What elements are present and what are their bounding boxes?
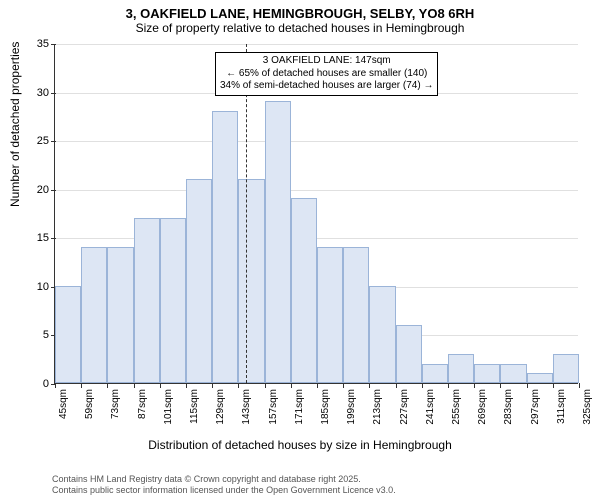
x-tick: 115sqm [189, 389, 200, 424]
x-tick-mark [317, 383, 318, 388]
y-tick: 0 [43, 378, 55, 390]
x-tick: 311sqm [556, 389, 567, 424]
x-tick: 73sqm [110, 389, 121, 419]
footer-attribution: Contains HM Land Registry data © Crown c… [52, 474, 396, 496]
x-tick-mark [212, 383, 213, 388]
y-axis-label: Number of detached properties [8, 42, 22, 207]
histogram-bar [527, 373, 553, 383]
annotation-line-1: 3 OAKFIELD LANE: 147sqm [220, 55, 433, 68]
y-tick: 25 [37, 135, 55, 147]
plot-area: 0510152025303545sqm59sqm73sqm87sqm101sqm… [54, 44, 578, 384]
x-tick: 241sqm [425, 389, 436, 425]
histogram-bar [448, 354, 474, 383]
x-tick: 213sqm [372, 389, 383, 425]
x-tick-mark [160, 383, 161, 388]
x-tick: 227sqm [399, 389, 410, 425]
x-tick: 325sqm [582, 389, 593, 425]
histogram-bar [160, 218, 186, 383]
y-tick: 5 [43, 329, 55, 341]
histogram-bar [317, 247, 343, 383]
footer-line-2: Contains public sector information licen… [52, 485, 396, 496]
x-tick-mark [448, 383, 449, 388]
x-tick: 297sqm [530, 389, 541, 425]
page-title-2: Size of property relative to detached ho… [0, 21, 600, 39]
x-axis-label: Distribution of detached houses by size … [0, 438, 600, 452]
x-tick-mark [238, 383, 239, 388]
histogram-bar [474, 364, 500, 383]
histogram-bar [553, 354, 579, 383]
x-tick: 129sqm [215, 389, 226, 425]
x-tick-mark [291, 383, 292, 388]
y-tick: 35 [37, 38, 55, 50]
gridline [55, 141, 578, 142]
x-tick-mark [55, 383, 56, 388]
histogram-bar [396, 325, 422, 383]
x-tick-mark [369, 383, 370, 388]
annotation-line-3: 34% of semi-detached houses are larger (… [220, 80, 433, 93]
x-tick-mark [343, 383, 344, 388]
histogram-bar [212, 111, 238, 383]
histogram-bar [369, 286, 395, 383]
y-tick: 15 [37, 232, 55, 244]
x-tick: 87sqm [137, 389, 148, 419]
page-title-1: 3, OAKFIELD LANE, HEMINGBROUGH, SELBY, Y… [0, 0, 600, 21]
y-tick: 20 [37, 184, 55, 196]
y-tick: 30 [37, 87, 55, 99]
chart-container: Number of detached properties 0510152025… [0, 38, 600, 458]
histogram-bar [265, 101, 291, 383]
gridline [55, 44, 578, 45]
histogram-bar [107, 247, 133, 383]
x-tick-mark [107, 383, 108, 388]
x-tick: 269sqm [477, 389, 488, 425]
histogram-bar [422, 364, 448, 383]
x-tick-mark [265, 383, 266, 388]
x-tick: 171sqm [294, 389, 305, 425]
footer-line-1: Contains HM Land Registry data © Crown c… [52, 474, 396, 485]
x-tick-mark [579, 383, 580, 388]
histogram-bar [343, 247, 369, 383]
x-tick-mark [422, 383, 423, 388]
histogram-bar [500, 364, 526, 383]
x-tick-mark [553, 383, 554, 388]
histogram-bar [81, 247, 107, 383]
histogram-bar [134, 218, 160, 383]
gridline [55, 190, 578, 191]
x-tick: 45sqm [58, 389, 69, 419]
histogram-bar [238, 179, 264, 383]
x-tick-mark [81, 383, 82, 388]
histogram-bar [186, 179, 212, 383]
x-tick: 255sqm [451, 389, 462, 425]
x-tick: 199sqm [346, 389, 357, 425]
y-tick: 10 [37, 281, 55, 293]
x-tick-mark [500, 383, 501, 388]
histogram-bar [55, 286, 81, 383]
x-tick-mark [396, 383, 397, 388]
x-tick: 59sqm [84, 389, 95, 419]
histogram-bar [291, 198, 317, 383]
x-tick-mark [134, 383, 135, 388]
x-tick: 185sqm [320, 389, 331, 425]
marker-annotation: 3 OAKFIELD LANE: 147sqm ← 65% of detache… [215, 52, 438, 96]
x-tick-mark [186, 383, 187, 388]
x-tick-mark [474, 383, 475, 388]
x-tick: 143sqm [241, 389, 252, 425]
x-tick: 157sqm [268, 389, 279, 425]
annotation-line-2: ← 65% of detached houses are smaller (14… [220, 68, 433, 81]
x-tick-mark [527, 383, 528, 388]
x-tick: 283sqm [503, 389, 514, 425]
x-tick: 101sqm [163, 389, 174, 425]
